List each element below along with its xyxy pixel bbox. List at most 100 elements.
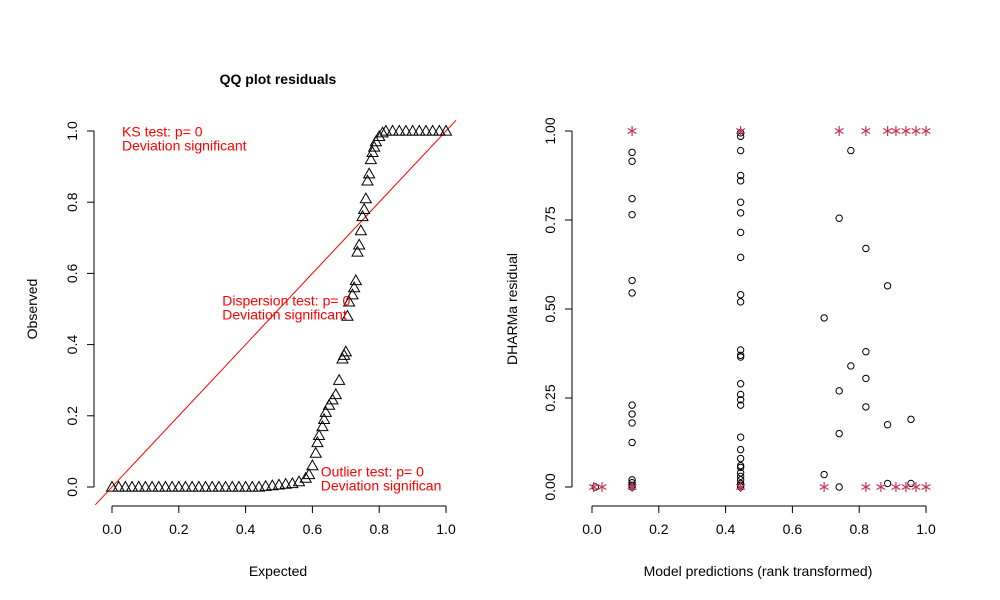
qq-plot-panel: QQ plot residuals 0.0 0.2 0.4 0.6 0.8 1.0 0.0…: [24, 71, 457, 579]
qq-point: [439, 124, 453, 136]
qq-annotation-text: Outlier test: p= 0: [321, 463, 424, 479]
qq-point: [322, 398, 336, 410]
residual-outlier-marker: [921, 482, 931, 492]
residual-point: [883, 479, 892, 488]
residual-point: [862, 403, 870, 411]
qq-reference-line: [94, 119, 457, 506]
qq-point: [125, 480, 139, 492]
qq-point: [132, 480, 146, 492]
qq-point: [329, 387, 343, 400]
residual-x-tick-label: 0.8: [849, 521, 869, 537]
residual-outlier-marker: [876, 482, 886, 492]
qq-point: [311, 435, 324, 448]
residual-outlier-stroke: [921, 483, 931, 491]
residual-outlier-marker: [921, 126, 931, 136]
residual-point: [736, 253, 745, 262]
residual-point: [736, 351, 745, 359]
residual-point: [847, 362, 855, 370]
residual-outlier-stroke: [627, 483, 637, 491]
qq-point: [205, 480, 219, 492]
residual-point: [862, 374, 870, 383]
residual-outlier-marker: [891, 126, 901, 136]
qq-annotation-text: Deviation significant: [222, 306, 347, 322]
qq-y-tick-label: 0.4: [64, 335, 80, 355]
qq-point: [316, 419, 329, 432]
residual-point: [628, 148, 636, 157]
residual-point: [736, 390, 745, 399]
residual-outlier-stroke: [861, 483, 871, 491]
qq-point: [145, 480, 159, 492]
residual-outlier-stroke: [589, 483, 599, 491]
residual-outlier-stroke: [597, 483, 607, 491]
residual-point: [820, 470, 828, 479]
residual-outlier-stroke: [911, 127, 921, 135]
qq-point: [354, 224, 368, 236]
residual-outlier-marker: [882, 126, 893, 136]
residual-point: [883, 282, 892, 290]
residual-outlier-marker: [901, 126, 911, 136]
residual-outlier-marker: [834, 126, 844, 136]
qq-point: [386, 124, 399, 136]
residual-point: [628, 194, 636, 203]
qq-x-tick-label: 0.6: [303, 521, 323, 537]
residual-point: [736, 177, 745, 185]
qq-point: [332, 373, 346, 385]
residual-point: [835, 214, 843, 222]
qq-annotation-text: Dispersion test: p= 0: [222, 292, 350, 308]
qq-y-tick-label: 0.8: [64, 192, 80, 212]
qq-point: [372, 129, 386, 141]
residual-point: [835, 387, 843, 395]
residual-outlier-marker: [627, 482, 637, 492]
residual-outlier-stroke: [901, 483, 911, 491]
qq-point: [199, 480, 212, 492]
qq-y-tick-label: 0.6: [64, 263, 80, 283]
qq-point: [376, 126, 389, 138]
residual-outlier-marker: [735, 126, 746, 136]
qq-point: [212, 480, 226, 492]
qq-y-tick-label: 0.0: [64, 477, 80, 497]
residual-point: [591, 483, 600, 491]
qq-point: [352, 238, 366, 250]
qq-point: [309, 446, 323, 458]
residual-outlier-marker: [627, 126, 637, 136]
residual-point: [628, 289, 636, 297]
residual-point: [628, 419, 636, 427]
residual-outlier-stroke: [901, 127, 911, 135]
qq-point: [412, 124, 426, 136]
residual-plot-panel: 0.0 0.2 0.4 0.6 0.8 1.0 0.000.250.500.751.00 …: [504, 117, 936, 579]
qq-point: [399, 124, 413, 136]
qq-point: [406, 124, 419, 136]
residual-outlier-stroke: [735, 483, 746, 491]
qq-point: [361, 174, 374, 186]
residual-point: [628, 210, 636, 219]
residual-outlier-marker: [735, 482, 746, 492]
qq-point: [312, 428, 326, 441]
residual-x-tick-label: 0.4: [716, 521, 736, 537]
qq-point: [317, 412, 331, 424]
qq-x-axis-label: Expected: [249, 563, 307, 579]
qq-point: [252, 480, 266, 492]
qq-point: [219, 480, 232, 492]
residual-x-tick-label: 0.6: [783, 521, 803, 537]
qq-point: [302, 468, 316, 480]
residual-outlier-marker: [891, 482, 901, 492]
qq-point: [159, 480, 172, 492]
residual-point: [628, 438, 636, 447]
qq-point: [152, 480, 166, 492]
residual-point: [736, 433, 745, 441]
qq-point: [306, 459, 319, 471]
qq-point: [426, 124, 440, 136]
qq-point: [432, 124, 446, 136]
qq-annotation-text: KS test: p= 0: [122, 123, 203, 139]
residual-outlier-stroke: [834, 127, 844, 135]
qq-point: [272, 478, 286, 490]
residual-y-tick-label: 0.50: [542, 295, 558, 322]
qq-point: [419, 124, 433, 136]
residual-point: [736, 209, 745, 217]
residual-points: [591, 129, 915, 491]
residual-outlier-stroke: [882, 127, 893, 135]
qq-point: [342, 295, 356, 307]
qq-x-tick-label: 0.0: [102, 521, 122, 537]
residual-x-tick-label: 1.0: [916, 521, 936, 537]
